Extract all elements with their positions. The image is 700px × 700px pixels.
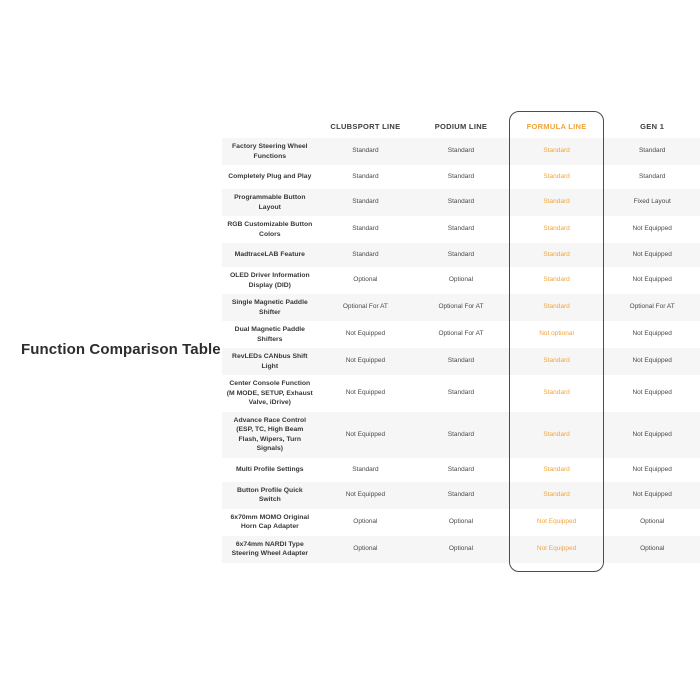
value-cell-podium: Standard	[447, 430, 475, 438]
value-cell-formula: Standard	[543, 357, 570, 365]
value-cell-gen1: Not Equipped	[632, 276, 672, 284]
table-row: 6x74mm NARDI Type Steering Wheel Adapter…	[222, 535, 700, 563]
table-row: Single Magnetic Paddle Shifter Optional F…	[222, 294, 700, 322]
value-cell-gen1: Not Equipped	[632, 491, 672, 499]
table-header-row: CLUBSPORT LINE PODIUM LINE FORMULA LINE GEN…	[222, 115, 700, 138]
value-cell-gen1: Standard	[638, 147, 666, 155]
feature-label: Button Profile Quick Switch	[236, 486, 303, 504]
value-cell-podium: Standard	[447, 357, 475, 365]
value-cell-gen1: Not Equipped	[632, 225, 672, 233]
value-cell-formula: Not optional	[539, 330, 574, 338]
value-cell-podium: Optional	[448, 276, 474, 284]
value-cell-clubsport: Optional	[353, 276, 378, 284]
table-row: Programmable Button Layout Standard Standa…	[222, 189, 700, 217]
value-cell-podium: Standard	[447, 147, 475, 155]
value-cell-clubsport: Not Equipped	[345, 357, 386, 365]
value-cell-clubsport: Standard	[352, 465, 379, 473]
value-cell-gen1: Optional	[640, 545, 665, 553]
value-cell-formula: Not Equipped	[536, 518, 577, 526]
table-row: Center Console Function (M MODE, SETUP, …	[222, 375, 700, 412]
value-cell-podium: Standard	[447, 465, 475, 473]
feature-label: Dual Magnetic Paddle Shifters	[234, 326, 305, 343]
value-cell-formula: Standard	[543, 250, 570, 258]
value-cell-formula: Standard	[543, 491, 570, 499]
feature-label: Multi Profile Settings	[235, 466, 304, 474]
table-row: Advance Race Control (ESP, TC, High Beam…	[222, 411, 700, 458]
value-cell-gen1: Not Equipped	[632, 330, 672, 338]
value-cell-formula: Standard	[543, 430, 570, 438]
value-cell-podium: Standard	[447, 250, 475, 258]
table-row: Multi Profile Settings Standard Standard St…	[222, 458, 700, 482]
value-cell-clubsport: Optional For AT	[342, 303, 388, 311]
value-cell-clubsport: Optional	[353, 518, 378, 526]
value-cell-gen1: Fixed Layout	[633, 198, 671, 206]
feature-label: Center Console Function (M MODE, SETUP, …	[226, 380, 313, 407]
value-cell-clubsport: Not Equipped	[345, 330, 386, 338]
value-cell-gen1: Standard	[638, 172, 666, 180]
column-header-gen1: GEN 1	[640, 122, 665, 131]
value-cell-gen1: Optional For AT	[629, 303, 675, 311]
value-cell-podium: Optional For AT	[438, 330, 484, 338]
value-cell-podium: Standard	[447, 198, 475, 206]
value-cell-gen1: Optional	[640, 518, 665, 526]
value-cell-formula: Standard	[543, 389, 570, 397]
value-cell-podium: Standard	[447, 225, 475, 233]
table-body: Factory Steering Wheel Functions Standard…	[222, 138, 700, 563]
value-cell-clubsport: Not Equipped	[345, 430, 386, 438]
feature-label: 6x74mm NARDI Type Steering Wheel Adapter	[231, 540, 308, 558]
feature-label: Completely Plug and Play	[228, 173, 312, 181]
table-row: Completely Plug and Play Standard Standard…	[222, 165, 700, 189]
page-title: Function Comparison Table	[21, 341, 221, 358]
value-cell-clubsport: Standard	[352, 198, 379, 206]
value-cell-clubsport: Not Equipped	[345, 491, 386, 499]
value-cell-formula: Standard	[543, 198, 570, 206]
feature-label: OLED Driver Information Display (DID)	[229, 272, 310, 289]
feature-label: 6x70mm MOMO Original Horn Cap Adapter	[230, 513, 310, 531]
table-row: Dual Magnetic Paddle Shifters Not Equippe…	[222, 321, 700, 348]
table-row: OLED Driver Information Display (DID) Opt…	[222, 267, 700, 294]
column-header-formula: FORMULA LINE	[526, 122, 587, 131]
value-cell-formula: Standard	[543, 147, 570, 155]
feature-label: RGB Customizable Button Colors	[227, 221, 313, 238]
feature-label: RevLEDs CANbus Shift Light	[232, 353, 308, 370]
value-cell-gen1: Not Equipped	[632, 250, 672, 258]
value-cell-clubsport: Not Equipped	[345, 389, 386, 397]
value-cell-clubsport: Standard	[352, 225, 379, 233]
table-row: RevLEDs CANbus Shift Light Not Equipped St…	[222, 348, 700, 376]
value-cell-podium: Optional	[448, 545, 474, 553]
value-cell-formula: Standard	[543, 276, 570, 284]
column-header-clubsport: CLUBSPORT LINE	[330, 122, 401, 131]
value-cell-formula: Standard	[543, 303, 570, 311]
value-cell-clubsport: Standard	[352, 250, 379, 258]
value-cell-formula: Standard	[543, 172, 570, 180]
value-cell-gen1: Not Equipped	[632, 430, 672, 438]
value-cell-podium: Standard	[447, 389, 475, 397]
value-cell-clubsport: Optional	[353, 545, 378, 553]
table-row: 6x70mm MOMO Original Horn Cap Adapter Opt…	[222, 509, 700, 536]
value-cell-clubsport: Standard	[352, 147, 379, 155]
value-cell-podium: Optional	[448, 518, 474, 526]
table-row: RGB Customizable Button Colors Standard St…	[222, 216, 700, 243]
feature-label: Advance Race Control (ESP, TC, High Beam…	[233, 416, 307, 453]
value-cell-gen1: Not Equipped	[632, 357, 672, 365]
table-row: Factory Steering Wheel Functions Standard…	[222, 138, 700, 166]
value-cell-formula: Not Equipped	[536, 545, 577, 553]
feature-label: MadtraceLAB Feature	[234, 251, 305, 259]
table-row: Button Profile Quick Switch Not Equipped S…	[222, 481, 700, 509]
value-cell-gen1: Not Equipped	[632, 465, 672, 473]
value-cell-formula: Standard	[543, 465, 570, 473]
column-header-podium: PODIUM LINE	[434, 122, 488, 131]
value-cell-podium: Standard	[447, 491, 475, 499]
comparison-table: CLUBSPORT LINE PODIUM LINE FORMULA LINE GEN…	[222, 111, 700, 572]
value-cell-clubsport: Standard	[352, 172, 379, 180]
feature-label: Factory Steering Wheel Functions	[232, 143, 308, 160]
value-cell-formula: Standard	[543, 225, 570, 233]
feature-label: Single Magnetic Paddle Shifter	[231, 299, 308, 316]
value-cell-gen1: Not Equipped	[632, 389, 672, 397]
feature-label: Programmable Button Layout	[234, 194, 306, 211]
value-cell-podium: Optional For AT	[438, 303, 484, 311]
table-row: MadtraceLAB Feature Standard Standard Stand…	[222, 243, 700, 268]
value-cell-podium: Standard	[447, 172, 475, 180]
